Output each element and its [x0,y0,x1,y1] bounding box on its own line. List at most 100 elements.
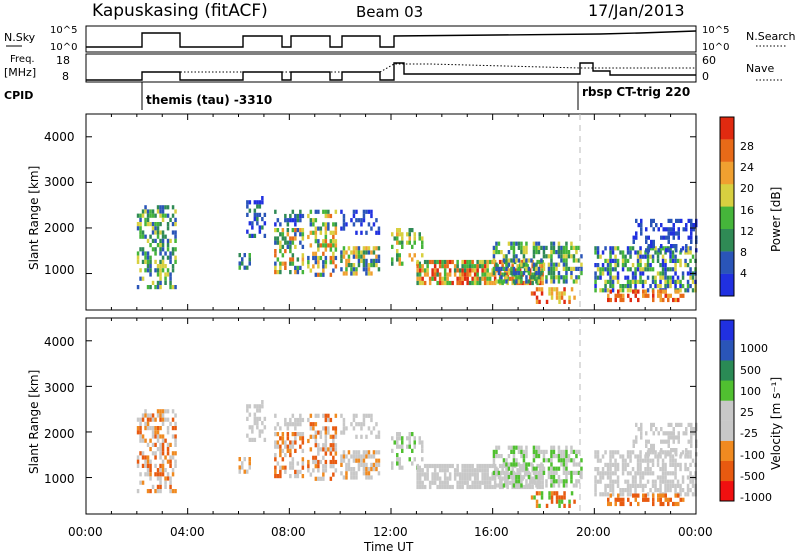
power-cell [276,228,280,233]
power-cell [438,264,442,269]
velocity-cell [458,476,462,481]
power-cell [654,275,657,280]
velocity-cell [446,463,449,469]
velocity-cell [606,475,610,480]
power-cell [367,267,371,272]
power-cell [634,275,637,280]
velocity-cell [510,449,513,454]
power-cell [238,253,241,258]
power-cell [291,236,295,241]
power-cell [594,271,597,276]
velocity-cell [488,476,492,481]
power-cell [166,205,170,210]
velocity-cell [679,483,682,488]
velocity-cell [164,480,167,485]
velocity-cell [667,422,670,427]
velocity-cell [513,480,517,485]
power-cell [355,250,358,255]
velocity-cell [604,488,607,493]
velocity-cell [654,450,657,455]
power-cell [301,213,305,219]
velocity-cell [558,499,561,504]
velocity-cell [525,470,528,475]
velocity-cell [159,426,162,431]
power-cell [507,250,511,255]
power-cell [332,243,335,248]
velocity-cell [476,476,479,481]
power-cell [552,271,556,276]
power-cell [332,260,335,265]
velocity-cell [659,488,662,493]
power-cell [342,222,346,227]
velocity-cell [629,492,632,497]
velocity-cell [502,458,506,463]
power-cell [342,246,346,251]
velocity-cell [421,448,424,453]
power-cell [644,293,647,298]
power-cell [486,276,489,281]
power-cell [599,267,602,272]
velocity-cell [631,479,635,484]
velocity-cell [637,427,640,432]
power-cell [689,267,692,272]
velocity-cell [525,462,528,467]
velocity-cell [289,461,292,466]
velocity-cell [174,459,177,464]
velocity-cell [520,454,523,459]
velocity-cell [486,484,489,490]
velocity-cell [365,467,368,472]
velocity-cell [322,447,325,452]
velocity-cell [664,467,667,472]
velocity-cell [258,408,262,413]
power-cell [322,243,325,248]
power-cell [565,266,568,271]
velocity-cell [517,445,521,450]
velocity-cell [461,463,464,469]
velocity-cell [327,417,330,423]
power-cell [334,264,338,269]
power-cell [169,276,172,281]
velocity-cell [296,461,300,466]
velocity-cell [540,449,543,454]
velocity-cell [291,440,295,445]
velocity-cell [580,458,583,463]
velocity-cell [256,421,259,426]
velocity-cell [174,426,177,431]
power-cell [488,280,492,286]
power-cell [505,275,508,280]
power-cell [557,245,561,250]
power-cell [656,258,660,263]
power-cell [631,263,635,268]
power-cell [334,230,338,235]
velocity-cell [671,462,675,467]
velocity-cell [461,484,464,490]
velocity-cell [525,454,528,459]
power-cell [540,291,544,296]
velocity-cell [355,471,358,476]
power-cell [675,244,678,249]
power-cell [301,270,305,275]
power-cell [550,241,553,246]
velocity-cell [558,495,561,500]
velocity-cell [345,426,348,431]
velocity-cell [659,501,662,507]
power-cell [243,265,246,270]
velocity-cell [522,449,526,454]
velocity-cell [312,468,315,473]
velocity-cell [492,475,496,480]
power-cell [301,257,305,262]
power-cell [676,275,680,280]
velocity-cell [139,421,142,426]
velocity-cell [443,484,447,490]
power-cell [352,267,356,272]
power-cell [684,250,687,255]
power-cell [164,213,167,218]
velocity-cell [329,434,333,439]
power-colorbar-swatch [720,228,734,252]
velocity-cell [671,479,675,484]
velocity-cell [523,484,527,490]
power-cell [691,254,695,259]
power-cell [507,271,511,276]
velocity-cell [502,462,506,467]
velocity-cell [428,480,432,485]
